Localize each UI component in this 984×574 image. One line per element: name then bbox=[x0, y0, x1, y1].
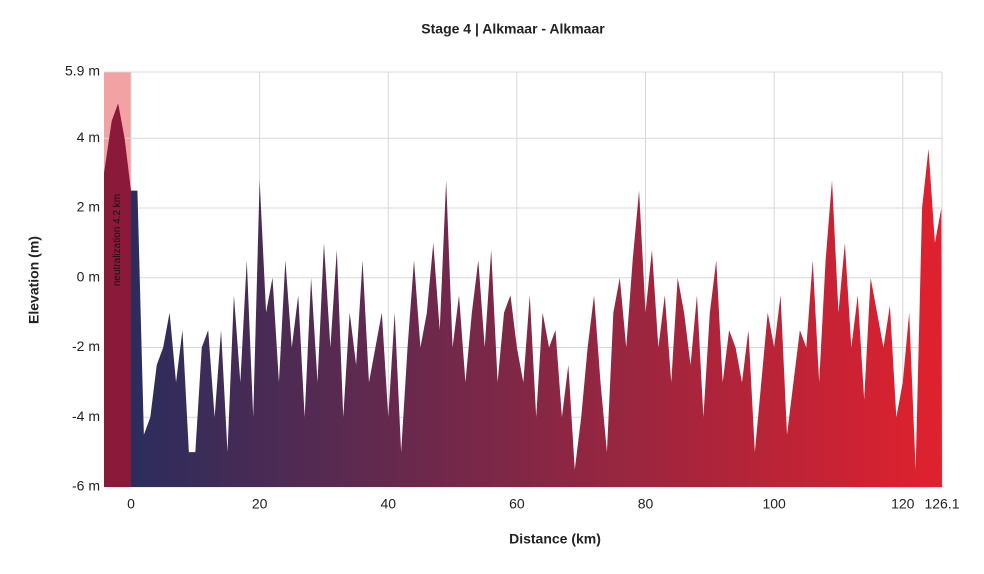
y-axis-label: Elevation (m) bbox=[26, 236, 42, 324]
x-tick-label: 126.1 bbox=[924, 496, 959, 512]
x-tick-label: 120 bbox=[891, 496, 915, 512]
elevation-area bbox=[104, 103, 942, 488]
y-tick-label: -4 m bbox=[72, 408, 100, 424]
chart-title: Stage 4 | Alkmaar - Alkmaar bbox=[421, 21, 605, 37]
y-tick-label: -6 m bbox=[72, 478, 100, 494]
x-axis-label: Distance (km) bbox=[509, 531, 601, 547]
y-tick-label: 4 m bbox=[77, 129, 100, 145]
neutral-zone-label: neutralization 4.2 km bbox=[112, 194, 123, 286]
x-tick-label: 80 bbox=[638, 496, 654, 512]
y-tick-label: -2 m bbox=[72, 338, 100, 354]
y-tick-label: 5.9 m bbox=[65, 63, 100, 79]
y-tick-label: 2 m bbox=[77, 199, 100, 215]
x-tick-label: 60 bbox=[509, 496, 525, 512]
x-tick-label: 100 bbox=[762, 496, 786, 512]
x-tick-label: 40 bbox=[380, 496, 396, 512]
x-tick-label: 0 bbox=[127, 496, 135, 512]
x-tick-label: 20 bbox=[252, 496, 268, 512]
y-tick-label: 0 m bbox=[77, 268, 100, 284]
